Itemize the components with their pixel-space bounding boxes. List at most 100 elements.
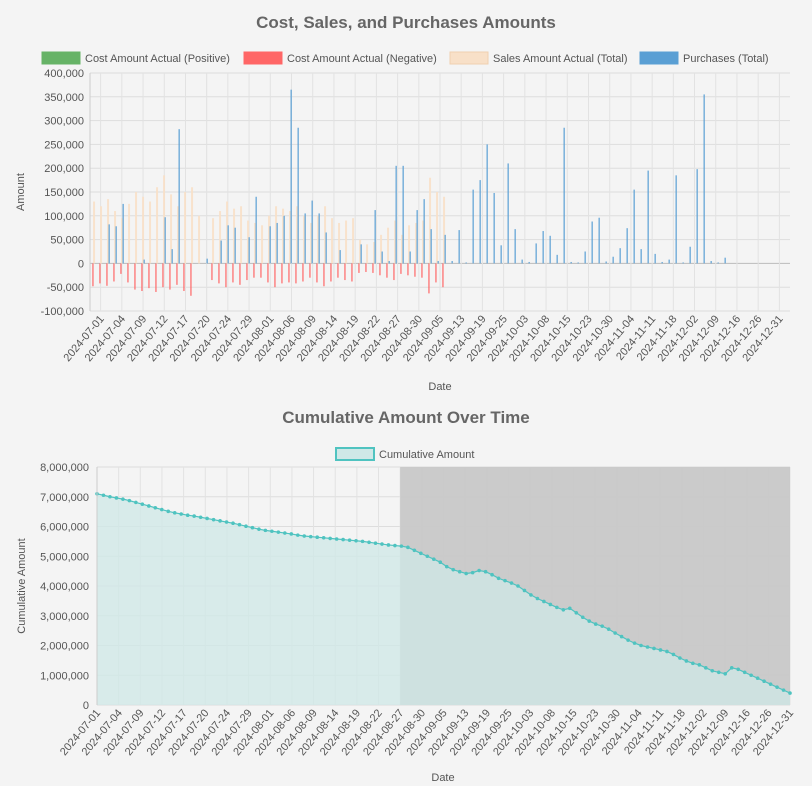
bar-2-7 [142, 196, 145, 264]
cumulative-point-79 [606, 627, 611, 631]
cumulative-point-50 [419, 551, 423, 556]
bar-3-71 [591, 221, 593, 264]
bar-2-0 [93, 201, 96, 264]
bar-1-40 [372, 263, 374, 273]
cumulative-point-46 [393, 543, 397, 548]
cumulative-point-14 [185, 513, 190, 517]
bar-1-45 [407, 263, 409, 276]
cumulative-point-107 [788, 691, 792, 695]
bar-3-12 [178, 129, 180, 264]
cumulative-point-80 [613, 631, 617, 635]
bar-3-87 [703, 94, 705, 264]
cumulative-point-22 [237, 522, 242, 527]
cumulative-point-1 [101, 493, 106, 498]
bar-2-46 [415, 222, 418, 264]
bar-1-24 [260, 263, 262, 278]
bar-2-27 [282, 208, 285, 264]
cumulative-point-72 [561, 608, 566, 612]
bar-3-83 [675, 175, 677, 264]
bar-2-11 [170, 194, 173, 264]
cumulative-point-73 [567, 606, 572, 611]
cumulative-point-49 [412, 548, 417, 553]
y-tick-label-2-4: 4,000,000 [40, 581, 89, 593]
bar-1-6 [134, 263, 136, 290]
legend-swatch-cumulative [335, 447, 375, 461]
bar-1-27 [281, 263, 283, 284]
bar-2-9 [156, 187, 159, 264]
bar-1-12 [176, 263, 178, 285]
cumulative-point-45 [386, 543, 391, 547]
y-tick-label-2-0: 0 [83, 700, 89, 712]
bar-3-48 [430, 229, 432, 264]
bar-3-68 [570, 261, 572, 264]
cumulative-point-17 [205, 516, 209, 521]
y-tick-label-2-8: 8,000,000 [40, 462, 89, 474]
bar-2-50 [443, 196, 446, 264]
cumulative-point-38 [341, 537, 345, 542]
cumulative-point-97 [723, 671, 728, 676]
cumulative-point-65 [516, 584, 520, 588]
legend-swatch-1 [243, 51, 283, 65]
bar-3-51 [451, 261, 453, 264]
y-tick-label-9: 350,000 [44, 92, 84, 104]
y-tick-label-7: 250,000 [44, 139, 84, 151]
bar-1-41 [379, 263, 381, 276]
cumulative-point-84 [639, 643, 643, 648]
bar-2-44 [401, 234, 404, 264]
bar-2-3 [114, 211, 117, 264]
cumulative-point-76 [587, 619, 592, 623]
chart-title-2: Cumulative Amount Over Time [282, 408, 530, 427]
y-tick-label-2-6: 6,000,000 [40, 522, 89, 534]
bar-1-35 [337, 263, 339, 278]
bar-2-39 [366, 244, 369, 264]
bar-1-37 [351, 263, 353, 282]
bar-2-26 [275, 206, 278, 264]
bar-2-35 [338, 222, 341, 264]
cumulative-point-28 [276, 530, 281, 534]
bar-1-9 [155, 263, 157, 292]
bar-2-22 [247, 220, 250, 264]
legend-item-3: Purchases (Total) [639, 51, 769, 65]
bar-3-74 [612, 256, 614, 264]
cumulative-point-96 [716, 670, 721, 675]
cumulative-point-61 [490, 572, 494, 577]
cumulative-point-75 [580, 615, 585, 620]
cumulative-point-52 [431, 557, 436, 562]
bar-3-41 [381, 251, 383, 264]
bar-3-70 [584, 251, 586, 264]
cumulative-point-98 [729, 666, 734, 670]
y-tick-label-2-7: 7,000,000 [40, 492, 89, 504]
cumulative-point-51 [425, 554, 430, 559]
cumulative-point-19 [218, 519, 222, 523]
bar-2-41 [380, 234, 383, 264]
y-tick-label-2-3: 3,000,000 [40, 611, 89, 623]
bar-2-45 [408, 225, 411, 264]
cumulative-point-54 [444, 564, 449, 569]
legend-swatch-0 [41, 51, 81, 65]
bar-1-13 [183, 263, 185, 292]
bar-2-33 [324, 206, 327, 264]
bar-1-38 [358, 263, 360, 273]
bar-2-8 [149, 201, 152, 264]
bar-2-24 [261, 225, 264, 264]
cumulative-point-7 [140, 502, 145, 506]
bar-1-48 [428, 263, 430, 294]
cumulative-point-74 [574, 610, 579, 615]
bar-2-20 [233, 208, 236, 264]
y-tick-label-4: 100,000 [44, 211, 84, 223]
bar-3-82 [668, 259, 670, 264]
y-tick-label-2: 0 [78, 258, 84, 270]
bar-2-21 [240, 206, 243, 264]
bar-2-28 [289, 211, 292, 264]
cumulative-point-40 [354, 538, 358, 543]
bar-1-10 [162, 263, 164, 288]
cumulative-point-11 [166, 509, 171, 514]
bar-2-30 [303, 215, 306, 264]
bar-2-14 [191, 187, 194, 264]
bar-3-56 [486, 144, 488, 264]
bar-2-15 [198, 215, 201, 264]
bar-2-34 [331, 218, 334, 264]
cumulative-point-32 [302, 534, 307, 538]
cumulative-point-103 [762, 679, 766, 683]
cumulative-point-8 [147, 504, 151, 508]
